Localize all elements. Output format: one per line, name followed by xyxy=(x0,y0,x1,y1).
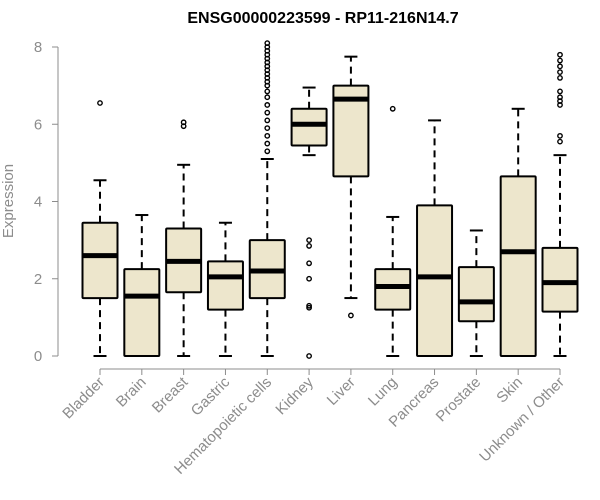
outlier-point xyxy=(348,312,354,319)
outlier-point xyxy=(264,132,271,139)
box-group xyxy=(541,51,579,357)
x-tick-label: Liver xyxy=(324,374,359,409)
box-group xyxy=(457,229,495,357)
outlier-point xyxy=(557,94,563,101)
x-tick-label: Bladder xyxy=(59,374,108,423)
box xyxy=(81,221,119,300)
outlier-point xyxy=(306,304,312,311)
box xyxy=(416,204,454,357)
outlier-point xyxy=(264,117,271,124)
outlier-point xyxy=(557,57,563,64)
outlier-point xyxy=(557,138,563,145)
y-tick-label: 0 xyxy=(34,348,42,365)
x-tick-label: Brain xyxy=(113,374,150,411)
box-group xyxy=(81,100,119,357)
box xyxy=(457,266,495,323)
chart-title: ENSG00000223599 - RP11-216N14.7 xyxy=(187,10,458,27)
box-group xyxy=(416,119,454,357)
outlier-point xyxy=(306,243,312,249)
outlier-point xyxy=(264,40,271,47)
outlier-point xyxy=(557,63,563,70)
box xyxy=(332,84,370,178)
outlier-point xyxy=(264,125,271,132)
box-group xyxy=(290,86,328,359)
y-tick-label: 6 xyxy=(34,116,42,133)
outlier-point xyxy=(264,148,271,155)
outlier-point xyxy=(557,75,563,81)
box-group xyxy=(499,107,537,357)
outlier-point xyxy=(557,88,563,95)
boxes-layer xyxy=(81,40,579,359)
outlier-point xyxy=(557,51,563,58)
outlier-point xyxy=(306,237,312,244)
box xyxy=(499,175,537,357)
outlier-point xyxy=(180,119,187,126)
y-tick-label: 4 xyxy=(34,194,42,211)
outlier-point xyxy=(306,275,312,282)
y-axis-label: Expression xyxy=(0,164,17,238)
x-tick-label: Kidney xyxy=(272,373,317,418)
box-group xyxy=(123,214,161,357)
x-tick-label: Prostate xyxy=(433,374,485,426)
box-group xyxy=(206,221,244,357)
outlier-point xyxy=(306,302,312,309)
box-group xyxy=(165,119,203,357)
y-tick-label: 2 xyxy=(34,271,42,288)
outlier-point xyxy=(264,109,271,116)
outlier-point xyxy=(557,132,563,139)
y-tick-label: 8 xyxy=(34,39,42,56)
outlier-point xyxy=(306,260,312,267)
y-ticks: 0 2 4 6 8 xyxy=(34,39,58,365)
outlier-point xyxy=(264,94,271,101)
x-tick-label: Lung xyxy=(365,374,401,410)
outlier-point xyxy=(306,353,312,359)
outlier-point xyxy=(389,105,396,112)
box-group xyxy=(248,40,286,357)
box xyxy=(123,268,161,357)
outlier-point xyxy=(264,140,271,147)
outlier-point xyxy=(264,102,271,108)
outlier-point xyxy=(557,69,563,76)
box-group xyxy=(332,55,370,319)
box xyxy=(374,268,412,311)
box xyxy=(206,260,244,311)
x-tick-label: Skin xyxy=(493,374,526,407)
outlier-point xyxy=(97,100,103,106)
box xyxy=(290,107,328,147)
outlier-point xyxy=(264,88,271,95)
box xyxy=(541,246,579,313)
x-tick-label: Breast xyxy=(149,373,192,416)
box-group xyxy=(374,105,412,357)
